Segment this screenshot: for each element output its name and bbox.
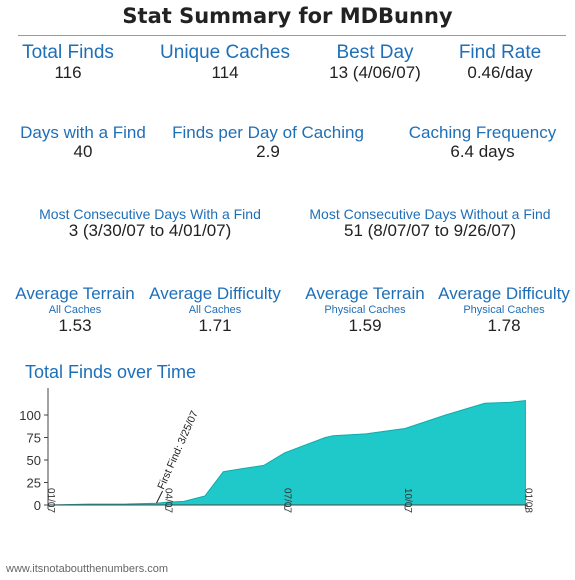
x-tick-label: 07/07 xyxy=(282,488,293,513)
stat-value: 1.71 xyxy=(198,315,232,335)
stat-value: 51 (8/07/07 to 9/26/07) xyxy=(343,221,517,241)
stat-value: 116 xyxy=(54,62,82,82)
stat-value: 6.4 days xyxy=(450,141,515,161)
stat-label: Average Difficulty xyxy=(149,284,281,303)
stat-find-rate: Find Rate 0.46/day xyxy=(445,42,555,83)
first-find-annotation: First Find: 3/25/07 xyxy=(155,409,200,491)
stat-value: 1.59 xyxy=(348,315,382,335)
stat-sublabel: Physical Caches xyxy=(463,303,545,316)
stat-label: Most Consecutive Days Without a Find xyxy=(309,206,551,222)
x-tick-label: 04/07 xyxy=(163,488,174,513)
page-title: Stat Summary for MDBunny xyxy=(122,4,453,28)
stat-label: Average Terrain xyxy=(15,284,135,303)
total-finds-chart: 0 25 50 75 100 01/07 04/07 07/07 10/07 01/08 First… xyxy=(19,388,533,513)
stat-label: Find Rate xyxy=(458,42,542,63)
stat-sublabel: All Caches xyxy=(188,303,242,316)
y-tick-label: 100 xyxy=(19,408,41,423)
stat-label: Average Difficulty xyxy=(438,284,570,303)
stat-sublabel: Physical Caches xyxy=(324,303,406,316)
stat-label: Most Consecutive Days With a Find xyxy=(39,206,261,222)
stat-consecutive-with: Most Consecutive Days With a Find 3 (3/3… xyxy=(30,206,270,241)
stat-total-finds: Total Finds 116 xyxy=(13,42,123,83)
stat-label: Average Terrain xyxy=(305,284,425,303)
stat-consecutive-without: Most Consecutive Days Without a Find 51 … xyxy=(298,206,562,241)
footer-url: www.itsnotaboutthenumbers.com xyxy=(6,563,169,575)
stat-value: 0.46/day xyxy=(467,62,533,82)
stat-value: 3 (3/30/07 to 4/01/07) xyxy=(68,221,232,241)
stat-value: 1.78 xyxy=(487,315,521,335)
stat-finds-per-day: Finds per Day of Caching 2.9 xyxy=(163,123,373,161)
stat-days-with-find: Days with a Find 40 xyxy=(8,123,158,161)
stat-value: 40 xyxy=(73,141,93,161)
y-tick-label: 0 xyxy=(34,498,41,513)
y-tick-label: 75 xyxy=(27,431,41,446)
stat-label: Unique Caches xyxy=(160,42,290,63)
stat-avg-terrain-physical: Average Terrain Physical Caches 1.59 xyxy=(300,284,430,336)
stat-value: 2.9 xyxy=(256,141,280,161)
stat-label: Finds per Day of Caching xyxy=(172,123,364,142)
y-tick-label: 25 xyxy=(27,476,41,491)
chart-title: Total Finds over Time xyxy=(25,362,197,382)
stat-value: 114 xyxy=(211,62,239,82)
stat-sublabel: All Caches xyxy=(48,303,102,316)
annotation-leader xyxy=(156,490,164,504)
stat-unique-caches: Unique Caches 114 xyxy=(150,42,300,83)
x-tick-label: 01/07 xyxy=(45,488,56,513)
stat-label: Best Day xyxy=(336,42,414,63)
stat-avg-difficulty-physical: Average Difficulty Physical Caches 1.78 xyxy=(433,284,575,336)
stat-label: Total Finds xyxy=(22,42,114,63)
stat-avg-difficulty-all: Average Difficulty All Caches 1.71 xyxy=(144,284,286,336)
stat-value: 13 (4/06/07) xyxy=(329,62,421,82)
title-divider xyxy=(18,35,566,36)
stat-avg-terrain-all: Average Terrain All Caches 1.53 xyxy=(10,284,140,336)
finds-area xyxy=(47,400,526,506)
stat-best-day: Best Day 13 (4/06/07) xyxy=(315,42,435,83)
x-tick-label: 10/07 xyxy=(402,488,413,513)
stat-label: Days with a Find xyxy=(20,123,146,142)
stat-value: 1.53 xyxy=(58,315,92,335)
stat-caching-frequency: Caching Frequency 6.4 days xyxy=(395,123,570,161)
y-tick-label: 50 xyxy=(27,453,41,468)
x-tick-label: 01/08 xyxy=(522,488,533,513)
stat-label: Caching Frequency xyxy=(408,123,557,142)
